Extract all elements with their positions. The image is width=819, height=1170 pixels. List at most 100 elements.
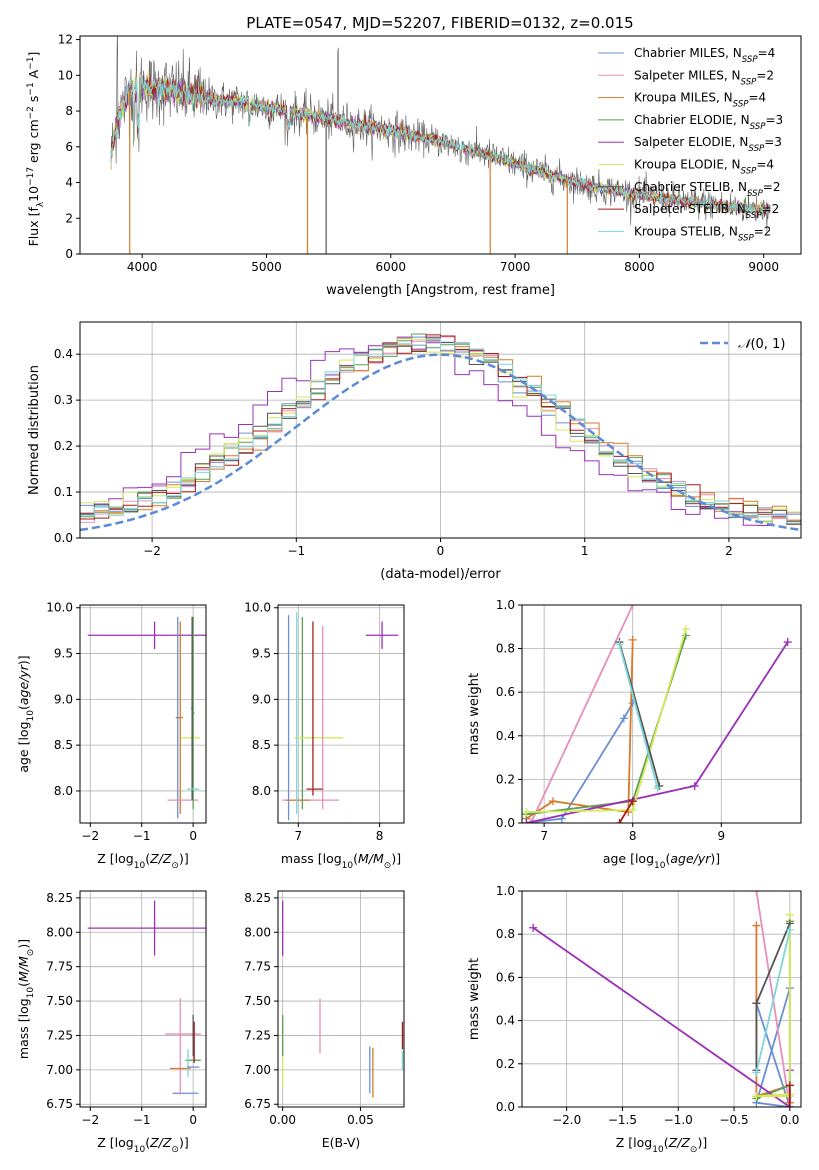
weight-vs-metallicity-panel: −2.0 −1.5 −1.0 −0.5 0.0 0.0 0.2 0.4 0.6 0.8 1.0 Z […: [467, 884, 802, 1155]
y-tick-label: 10: [58, 68, 73, 82]
weight-series: [615, 797, 637, 823]
y-axis-label: mass weight: [467, 673, 482, 755]
x-tick-label: −1: [287, 544, 305, 558]
figure-title: PLATE=0547, MJD=52207, FIBERID=0132, z=0…: [246, 14, 633, 32]
label-part: Z [log: [97, 851, 133, 866]
weight-line: [532, 926, 791, 1107]
label-part: Z/Z: [149, 1135, 172, 1150]
legend: 𝒩(0, 1): [700, 337, 785, 352]
label-part: s: [26, 96, 41, 107]
x-tick-label: −1.5: [608, 1113, 637, 1127]
axes-frame: [79, 890, 207, 1108]
x-axis-label: Z [log10(Z/Z⊙)]: [97, 851, 188, 871]
weight-series: [526, 605, 637, 823]
label-part: SSP: [741, 77, 758, 87]
axes-frame: [79, 35, 802, 255]
label-part: (: [16, 982, 31, 987]
y-tick-label: 0.2: [496, 772, 515, 786]
legend-label: Salpeter ELODIE, NSSP=3: [634, 135, 782, 154]
y-tick-label: 7.75: [46, 960, 73, 974]
y-tick-label: 8.0: [54, 784, 73, 798]
label-part: erg cm: [26, 119, 41, 167]
axes-frame: [277, 604, 405, 824]
weight-line: [755, 929, 791, 1073]
spectrum-panel: 4000 5000 6000 7000 8000 9000 0 2 4 6 8 10 12 wavelen…: [26, 33, 802, 298]
x-tick-label: 4000: [127, 260, 158, 274]
weight-marker: [752, 1068, 761, 1077]
x-tick-label: 7: [540, 829, 548, 843]
weight-series: [522, 638, 792, 823]
weight-marker: [522, 808, 531, 817]
y-axis-label: Flux [fλ10−17 erg cm−2 s−1 A−1]: [26, 52, 46, 247]
x-axis-label: (data-model)/error: [380, 567, 501, 582]
histogram-series: [80, 338, 801, 538]
weight-marker: [752, 1092, 761, 1101]
weight-line: [530, 605, 634, 823]
weight-series: [752, 925, 794, 1077]
y-tick-label: 7.50: [46, 994, 73, 1008]
label-part: ⊙: [690, 1145, 698, 1155]
weight-marker: [783, 638, 792, 647]
label-part: (0, 1): [750, 337, 785, 352]
label-part: Z/Z: [149, 851, 172, 866]
y-tick-label: 9.5: [54, 647, 73, 661]
label-part: (: [16, 705, 31, 710]
label-part: −1: [26, 57, 36, 70]
label-part: Chabrier ELODIE, N: [634, 113, 750, 127]
age-vs-mass-panel: 7 8 8.0 8.5 9.0 9.5 10.0 mass [log10(M/M⊙)]: [244, 601, 405, 871]
x-axis-label: mass [log10(M/M⊙)]: [281, 851, 401, 871]
weight-line: [756, 914, 791, 1098]
y-tick-label: 0.2: [54, 439, 73, 453]
ticks: 7 8 9 0.0 0.2 0.4 0.6 0.8 1.0: [496, 598, 725, 843]
y-tick-label: 0.6: [496, 970, 515, 984]
x-tick-label: −2.0: [552, 1113, 581, 1127]
legend-label: Chabrier STELIB, NSSP=2: [634, 180, 781, 199]
y-tick-label: 0.4: [496, 729, 515, 743]
gridlines: [80, 605, 206, 823]
label-part: )]: [179, 1135, 189, 1150]
x-axis-label: wavelength [Angstrom, rest frame]: [326, 283, 555, 298]
y-tick-label: 0: [65, 247, 73, 261]
y-tick-label: 1.0: [496, 598, 515, 612]
y-axis-label: mass [log10(M/M⊙)]: [16, 939, 36, 1059]
error-bars: [282, 612, 399, 821]
y-tick-label: 0.0: [54, 531, 73, 545]
axes-frame: [521, 604, 802, 824]
y-tick-label: 0.2: [496, 1057, 515, 1071]
y-tick-label: 0.4: [496, 1014, 515, 1028]
y-tick-label: 8.25: [244, 891, 271, 905]
y-tick-label: 8: [65, 104, 73, 118]
weight-marker: [681, 624, 690, 633]
gridlines: [278, 891, 404, 1107]
label-part: Chabrier MILES, N: [634, 46, 742, 60]
x-tick-label: 7000: [500, 260, 531, 274]
label-part: mass [log: [281, 851, 342, 866]
weight-vs-age-panel: 7 8 9 0.0 0.2 0.4 0.6 0.8 1.0 age [log10(age/yr)]…: [467, 598, 802, 871]
x-tick-label: −2: [143, 544, 161, 558]
x-tick-label: −2: [81, 1113, 99, 1127]
label-part: Salpeter STELIB, N: [634, 202, 746, 216]
weight-marker: [628, 605, 637, 609]
y-axis-label: age [log10(age/yr)]: [16, 655, 36, 772]
y-tick-label: 6.75: [244, 1097, 271, 1111]
label-part: ⊙: [26, 949, 36, 957]
x-tick-label: −1.0: [664, 1113, 693, 1127]
weight-marker: [752, 921, 761, 930]
x-axis-label: Z [log10(Z/Z⊙)]: [616, 1135, 707, 1155]
label-part: 10: [26, 987, 36, 999]
y-tick-label: 2: [65, 211, 73, 225]
label-part: SSP: [747, 189, 764, 199]
y-axis-label: mass weight: [467, 958, 482, 1040]
error-bar-point: [191, 616, 194, 801]
gridlines: [80, 891, 206, 1107]
label-part: =4: [749, 91, 767, 105]
x-tick-label: 8: [376, 829, 384, 843]
normal-curve: [80, 353, 801, 532]
y-tick-label: 0.3: [54, 393, 73, 407]
weight-marker: [522, 819, 531, 823]
weight-marker: [526, 819, 535, 823]
label-part: λ: [36, 201, 46, 207]
x-axis-label: age [log10(age/yr)]: [603, 851, 720, 871]
weight-line: [755, 987, 791, 1107]
gridlines: [278, 605, 404, 823]
